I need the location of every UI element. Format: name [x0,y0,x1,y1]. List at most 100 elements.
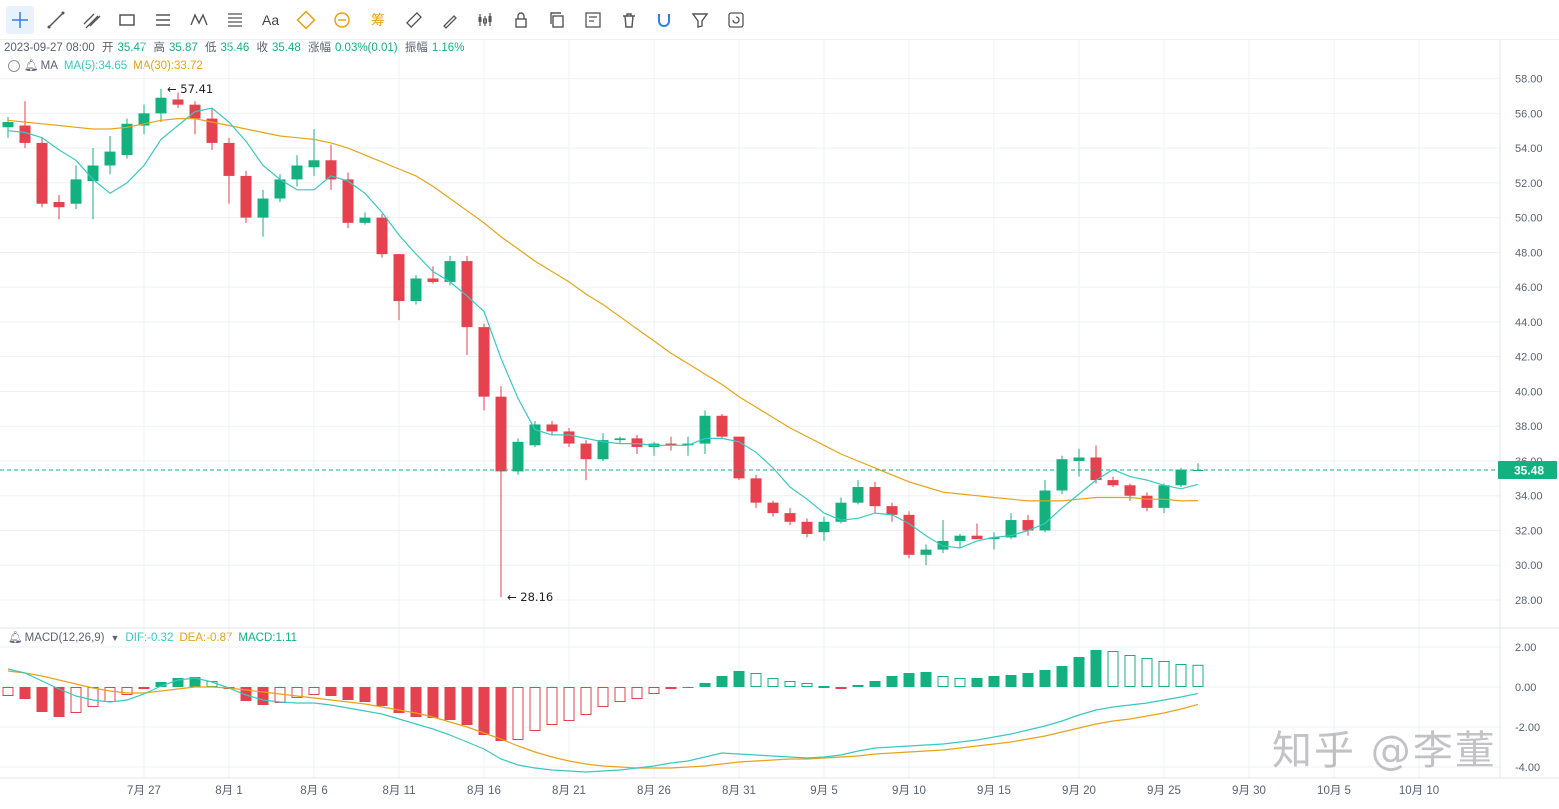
candle-body [427,278,439,282]
candle-body [767,502,779,514]
ma-indicator-name[interactable]: MA [40,60,58,72]
x-tick-label: 7月 27 [127,785,161,797]
candle-body [546,424,558,432]
price-range-tool[interactable] [292,6,320,34]
candles-tool[interactable] [471,6,499,34]
macd-bar [597,687,609,707]
candle [716,414,728,439]
x-tick-label: 10月 5 [1317,785,1351,797]
candle-body [121,123,133,156]
candle-body [376,217,388,255]
macd-bar [1056,666,1068,687]
candle [376,214,388,258]
date-range-tool[interactable] [328,6,356,34]
candle [274,174,286,202]
candle [818,516,830,541]
macd-bar [699,683,711,687]
macd-indicator-name[interactable]: MACD(12,26,9) [24,632,105,644]
text-tool-tool[interactable]: Aa [257,6,285,34]
candle-body [19,125,31,143]
candle-body [155,97,167,114]
candle-body [1124,485,1136,496]
macd-bar [240,687,252,701]
macd-bar [87,687,99,707]
amplitude-value: 1.16% [431,42,465,54]
candle-body [716,415,728,437]
brush-tool[interactable] [436,6,464,34]
alert-bell-icon[interactable]: 🔔︎ [24,60,39,72]
grid-lines [0,40,1500,778]
candle [444,255,456,286]
candle [36,137,48,208]
y-tick-label: 46.00 [1515,282,1543,294]
candle-body [172,99,184,105]
candle-body [597,440,609,460]
candle [1090,445,1102,484]
x-tick-label: 8月 31 [722,785,756,797]
chip-distribution-tool[interactable]: 筹 [364,6,392,34]
candle [682,436,694,456]
rectangle-tool[interactable] [113,6,141,34]
collapse-chevron-icon[interactable] [8,60,20,72]
macd-bar [1141,658,1153,687]
amplitude-label: 振幅 [404,42,428,54]
edit-template-tool[interactable] [579,6,607,34]
candle [189,101,201,135]
macd-bar [461,687,473,725]
candle-body [920,549,932,555]
macd-bar [920,672,932,687]
macd-bar [1175,664,1187,687]
candle-body [665,443,677,446]
lock-tool[interactable] [507,6,535,34]
x-tick-label: 8月 11 [382,785,415,797]
candle-body [801,521,813,534]
ma5-line [7,107,1199,549]
ruler-tool[interactable] [400,6,428,34]
trend-line-tool[interactable] [42,6,70,34]
macd-bar [189,677,201,687]
macd-dropdown-icon[interactable]: ▼ [110,633,120,643]
trash-tool[interactable] [615,6,643,34]
macd-legend: 🔔︎ MACD(12,26,9) ▼ DIF:-0.32 DEA:-0.87 M… [8,630,303,646]
crosshair-tool[interactable] [6,6,34,34]
fibonacci-tool[interactable] [221,6,249,34]
candle-body [393,254,405,302]
refresh-copy-tool[interactable] [722,6,750,34]
candle [563,427,575,448]
open-label: 开 [102,42,114,54]
candle-body [342,179,354,223]
candle-body [937,540,949,550]
alert-bell-icon[interactable]: 🔔︎ [8,632,23,644]
candle [529,420,541,448]
candle [1022,514,1034,536]
candle-body [750,478,762,503]
wave-pattern-tool[interactable] [185,6,213,34]
low-value: 35.46 [220,42,250,54]
dif-line [7,668,1199,773]
macd-bar [750,673,762,687]
macd-bar [2,687,14,696]
ma30-line [7,117,1199,502]
macd-bar [767,678,779,687]
macd-bar [121,687,133,695]
candle [988,532,1000,550]
parallel-channel-tool[interactable] [78,6,106,34]
ruler-icon [405,12,422,28]
candle [597,433,609,461]
magnet-tool[interactable] [650,6,678,34]
horizontal-lines-tool[interactable] [149,6,177,34]
macd-bar [614,687,626,702]
candle [257,189,269,237]
candle-body [257,198,269,218]
x-tick-label: 9月 30 [1232,785,1266,797]
copy-tool[interactable] [543,6,571,34]
macd-bar [869,681,881,687]
brush-icon [442,15,457,29]
filter-tool[interactable] [686,6,714,34]
macd-bar [427,687,439,718]
ma5-value: MA(5):34.65 [63,60,128,72]
macd-bar [580,687,592,715]
dea-value: DEA:-0.87 [179,632,233,644]
macd-bar [937,676,949,687]
